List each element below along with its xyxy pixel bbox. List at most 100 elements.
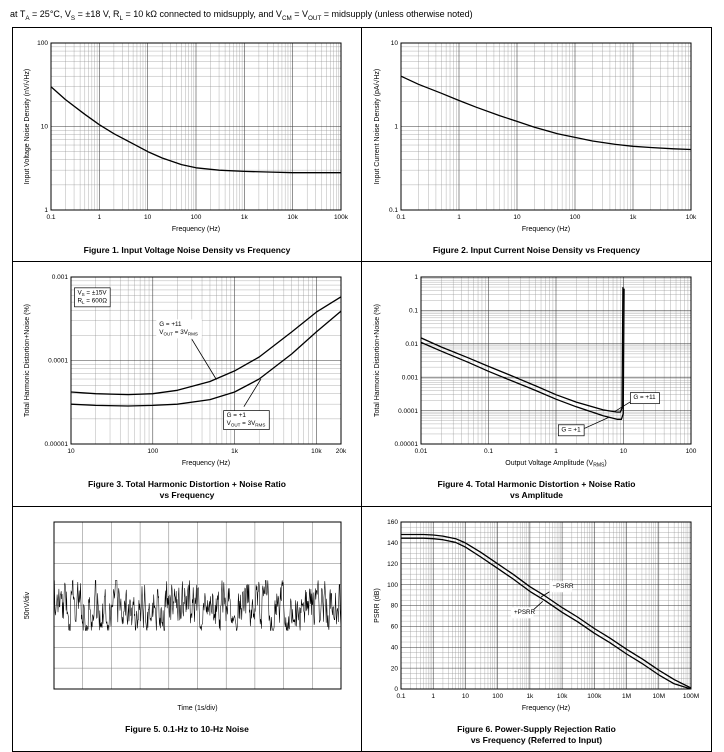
svg-text:Time (1s/div): Time (1s/div)	[177, 705, 217, 712]
svg-text:10: 10	[619, 448, 627, 455]
figure-2-caption: Figure 2. Input Current Noise Density vs…	[432, 244, 641, 255]
annotation-leader	[532, 600, 543, 610]
svg-text:1: 1	[457, 214, 461, 221]
svg-text:160: 160	[387, 519, 398, 526]
series-thd-g1	[420, 288, 625, 420]
svg-text:0: 0	[394, 686, 398, 693]
svg-text:10M: 10M	[652, 693, 665, 700]
svg-text:Frequency (Hz): Frequency (Hz)	[182, 460, 230, 467]
svg-text:0.001: 0.001	[52, 274, 69, 281]
svg-text:1: 1	[394, 123, 398, 130]
annotation-leader	[540, 590, 551, 598]
svg-text:10k: 10k	[556, 693, 567, 700]
svg-text:80: 80	[390, 603, 398, 610]
svg-text:10: 10	[67, 448, 75, 455]
svg-text:0.1: 0.1	[388, 207, 397, 214]
svg-text:10k: 10k	[685, 214, 696, 221]
svg-text:Frequency (Hz): Frequency (Hz)	[521, 705, 569, 712]
svg-text:40: 40	[390, 644, 398, 651]
svg-text:Frequency (Hz): Frequency (Hz)	[521, 226, 569, 233]
figure-3-caption: Figure 3. Total Harmonic Distortion + No…	[88, 478, 286, 500]
annotation-box	[629, 392, 660, 404]
svg-text:0.1: 0.1	[46, 214, 55, 221]
svg-text:100k: 100k	[334, 214, 349, 221]
svg-text:VS = ±15V: VS = ±15V	[77, 289, 107, 297]
annotation-box	[548, 581, 572, 593]
figure-1-cell: 0.1 1 10 100 1k 10k 100k 1 10 100 Frequency (Hz) In…	[13, 27, 362, 262]
svg-text:Total Harmonic Distortion+Nois: Total Harmonic Distortion+Noise (%)	[24, 304, 31, 417]
svg-text:20: 20	[390, 665, 398, 672]
svg-text:140: 140	[387, 540, 398, 547]
svg-text:G = +1: G = +1	[561, 426, 581, 433]
svg-text:100: 100	[569, 214, 580, 221]
svg-text:Output Voltage Amplitude (VRMS: Output Voltage Amplitude (VRMS)	[505, 460, 606, 469]
figure-6-chart: −PSRR +PSRR 0.1 1 10 100 1k 10k 100k 1M 10M 100M 0 20…	[374, 519, 699, 712]
svg-text:0.00001: 0.00001	[45, 441, 69, 448]
svg-text:20k: 20k	[336, 448, 347, 455]
svg-text:100: 100	[147, 448, 158, 455]
svg-text:1M: 1M	[622, 693, 631, 700]
minor-gridlines	[71, 276, 342, 444]
series-thd-g1	[71, 310, 341, 407]
annotation-leader	[243, 378, 262, 407]
svg-text:10: 10	[461, 693, 469, 700]
annotation-box	[510, 607, 533, 619]
series-psrr-neg	[400, 533, 691, 689]
svg-text:1k: 1k	[241, 214, 249, 221]
svg-text:G = +1: G = +1	[227, 412, 247, 419]
svg-text:1: 1	[98, 214, 102, 221]
svg-text:10k: 10k	[311, 448, 322, 455]
figure-4-chart: G = +11 G = +1 0.01 0.1 1 10 100 0.00001 0.0001 0…	[374, 274, 697, 469]
svg-text:RL = 600Ω: RL = 600Ω	[77, 297, 107, 305]
annotation-leader	[191, 338, 217, 380]
figure-3-cell: VS = ±15V RL = 600Ω G = +11 VOUT = 3VRMS G =…	[13, 261, 362, 507]
svg-text:10: 10	[390, 40, 398, 47]
svg-text:120: 120	[387, 561, 398, 568]
annotation-box	[223, 410, 270, 430]
annotation-leader	[583, 417, 609, 429]
svg-text:100: 100	[387, 582, 398, 589]
svg-text:1: 1	[431, 693, 435, 700]
series-thd-g11	[420, 286, 624, 413]
figure-6-caption: Figure 6. Power-Supply Rejection Ratio v…	[457, 723, 616, 745]
svg-text:VOUT = 3VRMS: VOUT = 3VRMS	[159, 329, 198, 337]
figure-6-cell: −PSRR +PSRR 0.1 1 10 100 1k 10k 100k 1M 10M 100M 0 20…	[362, 506, 711, 752]
svg-text:Frequency (Hz): Frequency (Hz)	[172, 226, 220, 233]
svg-text:100: 100	[492, 693, 503, 700]
svg-text:1k: 1k	[231, 448, 239, 455]
annotation-leader	[614, 400, 631, 412]
svg-text:50nV/div: 50nV/div	[24, 591, 31, 619]
annotation-box	[74, 287, 111, 308]
svg-text:0.0001: 0.0001	[48, 358, 68, 365]
svg-text:G = +11: G = +11	[633, 394, 656, 401]
series-current-noise	[400, 75, 691, 150]
svg-text:+PSRR: +PSRR	[513, 609, 535, 616]
svg-text:100k: 100k	[587, 693, 602, 700]
figure-4-cell: G = +11 G = +1 0.01 0.1 1 10 100 0.00001 0.0001 0…	[362, 261, 711, 507]
svg-text:1: 1	[554, 448, 558, 455]
figure-2-cell: 0.1 1 10 100 1k 10k 0.1 1 10 Frequency (Hz) Input …	[362, 27, 711, 262]
svg-text:0.01: 0.01	[405, 341, 418, 348]
svg-text:0.01: 0.01	[414, 448, 427, 455]
figure-5-chart: Time (1s/div) 50nV/div	[24, 521, 342, 712]
figure-grid: 0.1 1 10 100 1k 10k 100k 1 10 100 Frequency (Hz) In…	[12, 26, 712, 752]
svg-text:0.1: 0.1	[396, 693, 405, 700]
annotation-box	[156, 319, 202, 339]
figure-4-caption: Figure 4. Total Harmonic Distortion + No…	[437, 478, 636, 500]
svg-text:10: 10	[144, 214, 152, 221]
svg-text:10: 10	[513, 214, 521, 221]
svg-text:0.1: 0.1	[396, 214, 405, 221]
annotation-box	[557, 424, 584, 436]
series-psrr-pos	[400, 537, 691, 689]
series-thd-g11	[71, 296, 341, 396]
svg-text:Input Voltage Noise Density (n: Input Voltage Noise Density (nV/√Hz)	[23, 69, 31, 185]
svg-text:PSRR (dB): PSRR (dB)	[374, 588, 381, 623]
svg-text:G = +11: G = +11	[159, 321, 182, 328]
series-voltage-noise	[51, 86, 341, 174]
svg-text:60: 60	[390, 624, 398, 631]
test-conditions-line: at TA = 25°C, VS = ±18 V, RL = 10 kΩ con…	[10, 9, 473, 22]
svg-text:100M: 100M	[682, 693, 698, 700]
